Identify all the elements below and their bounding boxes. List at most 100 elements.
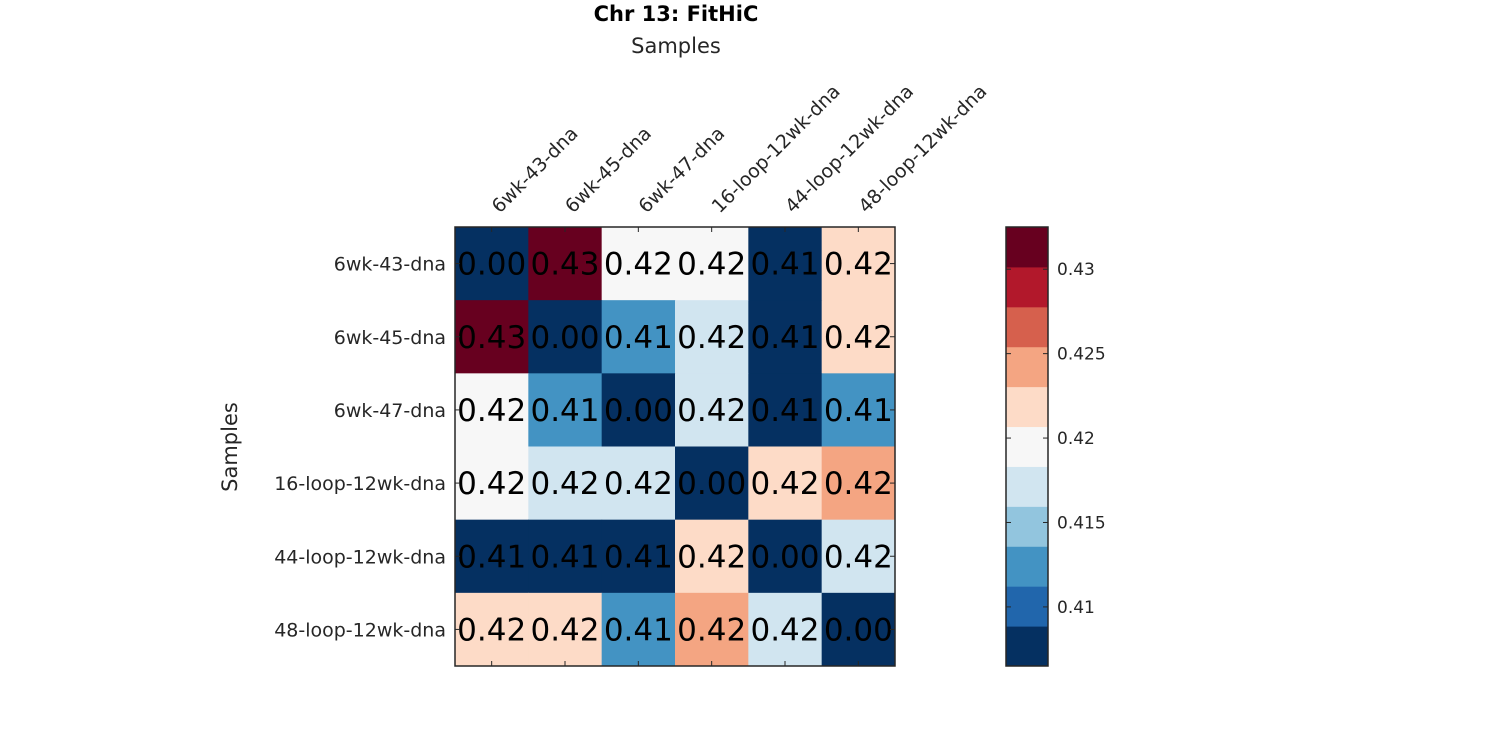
cell-value-label: 0.00 xyxy=(824,612,893,648)
cell-value-label: 0.41 xyxy=(750,247,819,283)
colorbar-tick-label: 0.41 xyxy=(1057,598,1095,618)
heatmap-cell xyxy=(601,373,676,447)
heatmap-cell xyxy=(455,446,529,521)
heatmap-cell xyxy=(528,592,603,667)
row-tick-label: 6wk-45-dna xyxy=(334,327,446,349)
cell-value-label: 0.42 xyxy=(824,320,893,356)
heatmap-cell xyxy=(455,519,529,594)
colorbar-segment xyxy=(1006,306,1048,348)
cell-value-label: 0.42 xyxy=(457,393,526,429)
colorbar-segment xyxy=(1006,346,1048,388)
colorbar-tick-label: 0.43 xyxy=(1057,260,1095,280)
heatmap-cell xyxy=(675,519,749,594)
cell-value-label: 0.41 xyxy=(530,393,599,429)
x-axis-label: Samples xyxy=(631,34,721,58)
heatmap-cell xyxy=(455,592,529,667)
heatmap-cell xyxy=(821,446,896,521)
cell-value-label: 0.00 xyxy=(750,539,819,575)
cell-value-label: 0.42 xyxy=(677,393,746,429)
heatmap-cell xyxy=(601,592,676,667)
heatmap-cell xyxy=(748,592,823,667)
cell-value-label: 0.42 xyxy=(677,612,746,648)
heatmap-cell xyxy=(821,373,896,447)
heatmap-cell xyxy=(748,227,823,301)
cell-value-label: 0.41 xyxy=(750,320,819,356)
heatmap-cell xyxy=(675,373,749,447)
heatmap-cell xyxy=(528,227,603,301)
colorbar-segment xyxy=(1006,386,1048,428)
colorbar-tick-labels: 0.41 0.415 0.42 0.425 0.43 xyxy=(1006,260,1106,618)
heatmap-cell xyxy=(675,592,749,667)
cell-value-label: 0.00 xyxy=(604,393,673,429)
heatmap-cell-labels: 0.00 0.43 0.42 0.42 0.41 0.420.43 0.00 0.41 0.42… xyxy=(457,247,893,649)
heatmap-frame xyxy=(454,226,896,667)
heatmap-cell xyxy=(675,300,749,374)
colorbar-segment xyxy=(1006,227,1048,268)
colorbar-segment xyxy=(1006,506,1048,547)
cell-value-label: 0.42 xyxy=(824,539,893,575)
heatmap-cell xyxy=(528,446,603,521)
cell-value-label: 0.42 xyxy=(677,539,746,575)
heatmap-cell xyxy=(821,227,896,301)
heatmap-cell xyxy=(748,519,823,594)
axis-ticks xyxy=(455,227,895,666)
cell-value-label: 0.42 xyxy=(677,247,746,283)
column-tick-label: 48-loop-12wk-dna xyxy=(854,80,991,217)
cell-value-label: 0.41 xyxy=(824,393,893,429)
heatmap-cell xyxy=(528,373,603,447)
cell-value-label: 0.42 xyxy=(457,612,526,648)
heatmap-cell xyxy=(528,519,603,594)
row-tick-label: 44-loop-12wk-dna xyxy=(274,546,446,568)
colorbar-tick-label: 0.42 xyxy=(1057,429,1095,449)
heatmap-cells xyxy=(455,227,896,667)
cell-value-label: 0.42 xyxy=(604,466,673,502)
colorbar xyxy=(1006,227,1048,667)
cell-value-label: 0.41 xyxy=(530,539,599,575)
colorbar-segment xyxy=(1006,466,1048,507)
colorbar-segment xyxy=(1006,426,1048,467)
cell-value-label: 0.00 xyxy=(457,247,526,283)
colorbar-tick-label: 0.415 xyxy=(1057,513,1106,533)
heatmap-cell xyxy=(748,446,823,521)
cell-value-label: 0.42 xyxy=(750,466,819,502)
heatmap-cell xyxy=(601,300,676,374)
column-tick-label: 16-loop-12wk-dna xyxy=(708,80,845,217)
heatmap-cell xyxy=(601,227,676,301)
column-tick-label: 44-loop-12wk-dna xyxy=(781,80,918,217)
heatmap-cell xyxy=(748,373,823,447)
cell-value-label: 0.42 xyxy=(750,612,819,648)
cell-value-label: 0.42 xyxy=(677,320,746,356)
cell-value-label: 0.43 xyxy=(530,247,599,283)
cell-value-label: 0.41 xyxy=(457,539,526,575)
column-tick-labels: 6wk-43-dna6wk-45-dna6wk-47-dna16-loop-12… xyxy=(488,80,992,217)
cell-value-label: 0.42 xyxy=(824,247,893,283)
cell-value-label: 0.00 xyxy=(677,466,746,502)
cell-value-label: 0.43 xyxy=(457,320,526,356)
cell-value-label: 0.42 xyxy=(530,612,599,648)
cell-value-label: 0.41 xyxy=(604,539,673,575)
colorbar-segment xyxy=(1006,266,1048,308)
cell-value-label: 0.41 xyxy=(604,320,673,356)
row-tick-label: 6wk-43-dna xyxy=(334,254,446,276)
cell-value-label: 0.41 xyxy=(604,612,673,648)
heatmap-cell xyxy=(601,519,676,594)
colorbar-tick-label: 0.425 xyxy=(1057,345,1106,365)
colorbar-segment xyxy=(1006,586,1048,627)
cell-value-label: 0.42 xyxy=(604,247,673,283)
heatmap-cell xyxy=(455,227,529,301)
cell-value-label: 0.42 xyxy=(457,466,526,502)
heatmap-cell xyxy=(601,446,676,521)
cell-value-label: 0.00 xyxy=(530,320,599,356)
colorbar-segment xyxy=(1006,626,1048,667)
heatmap-cell xyxy=(455,373,529,447)
colorbar-segment xyxy=(1006,546,1048,587)
cell-value-label: 0.41 xyxy=(750,393,819,429)
cell-value-label: 0.42 xyxy=(824,466,893,502)
heatmap-cell xyxy=(675,446,749,521)
colorbar-frame xyxy=(1005,226,1049,667)
heatmap-cell xyxy=(821,519,896,594)
heatmap-cell xyxy=(821,300,896,374)
heatmap-cell xyxy=(528,300,603,374)
row-tick-labels: 6wk-43-dna 6wk-45-dna 6wk-47-dna 16-loop-12… xyxy=(274,254,446,642)
